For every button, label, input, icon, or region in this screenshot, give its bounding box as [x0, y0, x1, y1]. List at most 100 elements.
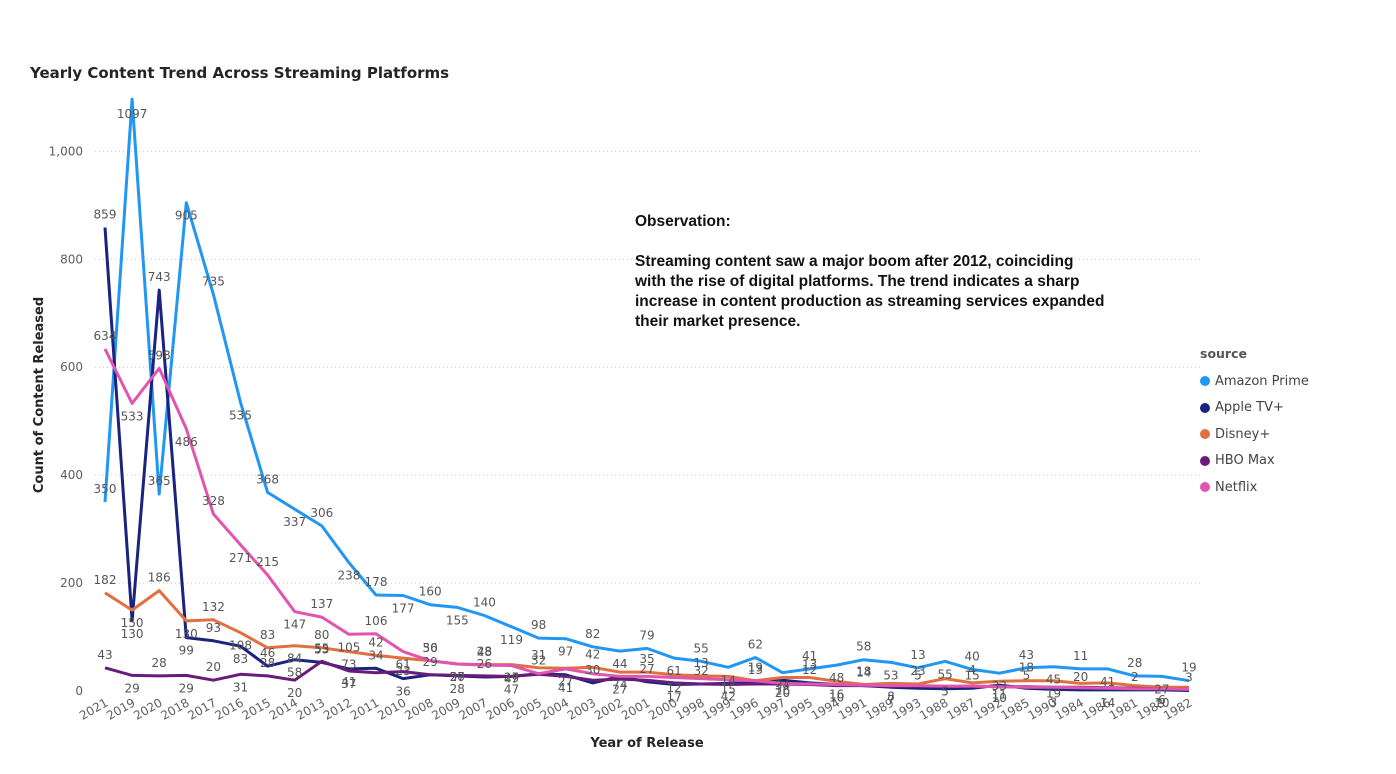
data-label: 6: [1158, 693, 1166, 707]
data-label: 34: [368, 648, 383, 662]
data-label: 53: [314, 642, 329, 656]
data-label: 36: [395, 685, 410, 699]
y-tick-label: 1,000: [49, 144, 83, 158]
series-line-disney[interactable]: [104, 589, 1189, 689]
data-label: 130: [121, 627, 144, 641]
data-label: 4: [968, 663, 976, 677]
data-label: 80: [314, 628, 329, 642]
y-tick-label: 0: [75, 684, 83, 698]
data-label: 27: [639, 662, 654, 676]
y-axis-label: Count of Content Released: [32, 297, 47, 493]
data-label: 42: [585, 647, 600, 661]
data-label: 14: [856, 666, 871, 680]
data-label: 32: [531, 654, 546, 668]
data-label: 14: [721, 673, 736, 687]
data-label: 17: [666, 691, 681, 705]
data-label: 27: [450, 670, 465, 684]
data-label: 11: [1073, 649, 1088, 663]
data-label: 5: [941, 685, 949, 699]
data-label: 34: [775, 679, 790, 693]
legend-label: Netflix: [1215, 479, 1258, 495]
legend-item-disney[interactable]: Disney+: [1200, 421, 1309, 448]
data-label: 14: [1100, 696, 1115, 710]
data-label: 328: [202, 494, 225, 508]
data-label: 40: [965, 649, 980, 663]
data-label: 19: [1046, 687, 1061, 701]
data-label: 29: [423, 655, 438, 669]
data-label: 271: [229, 551, 252, 565]
data-label: 7: [887, 693, 895, 707]
data-label: 16: [829, 687, 844, 701]
data-label: 28: [260, 656, 275, 670]
data-label: 13: [910, 648, 925, 662]
data-label: 132: [202, 600, 225, 614]
data-label: 23: [395, 664, 410, 678]
data-label: 28: [477, 645, 492, 659]
data-label: 99: [179, 644, 194, 658]
data-label: 61: [395, 658, 410, 672]
data-label: 53: [883, 668, 898, 682]
data-label: 238: [337, 569, 360, 583]
data-label: 41: [1100, 675, 1115, 689]
legend-swatch: [1200, 455, 1210, 466]
legend-item-netflix[interactable]: Netflix: [1200, 474, 1309, 501]
legend-swatch: [1200, 376, 1210, 387]
legend-label: HBO Max: [1215, 453, 1275, 469]
series-line-amazon-prime[interactable]: [103, 97, 1190, 683]
legend-label: Apple TV+: [1215, 400, 1284, 416]
observation-text: Streaming content saw a major boom after…: [635, 253, 1105, 330]
data-label: 368: [256, 472, 279, 486]
data-label: 137: [310, 597, 333, 611]
data-label: 13: [802, 658, 817, 672]
data-label: 73: [341, 658, 356, 672]
data-label: 535: [229, 408, 252, 422]
data-label: 15: [721, 682, 736, 696]
data-label: 29: [124, 681, 139, 695]
legend-title: source: [1200, 346, 1247, 361]
legend-swatch: [1200, 429, 1210, 440]
data-label: 58: [856, 640, 871, 654]
data-label: 48: [829, 671, 844, 685]
data-label: 31: [233, 680, 248, 694]
series-line-netflix[interactable]: [103, 348, 1190, 691]
data-label: 10: [829, 691, 844, 705]
data-label: 28: [450, 682, 465, 696]
data-label: 42: [368, 635, 383, 649]
y-axis-ticks: 0 200 400 600 800 1,000: [49, 144, 83, 698]
data-label: 106: [365, 614, 388, 628]
data-label: 350: [94, 482, 117, 496]
data-label: 119: [500, 633, 523, 647]
data-label: 743: [148, 270, 171, 284]
data-label: 634: [94, 329, 117, 343]
legend-item-hbo-max[interactable]: HBO Max: [1200, 448, 1309, 475]
data-label: 215: [256, 555, 279, 569]
data-label: 108: [229, 639, 252, 653]
data-label: 10: [992, 691, 1007, 705]
data-label: 19: [1181, 661, 1196, 675]
data-label: 186: [148, 571, 171, 585]
data-label: 155: [446, 613, 469, 627]
data-label: 29: [179, 681, 194, 695]
data-label: 49: [504, 672, 519, 686]
y-tick-label: 800: [60, 252, 83, 266]
data-label: 27: [558, 674, 573, 688]
data-label: 31: [531, 648, 546, 662]
legend-item-amazon-prime[interactable]: Amazon Prime: [1200, 368, 1309, 395]
data-label: 45: [1046, 673, 1061, 687]
data-label: 46: [260, 646, 275, 660]
data-label: 105: [337, 640, 360, 654]
data-label: 16: [775, 684, 790, 698]
data-label: 58: [287, 666, 302, 680]
data-label: 27: [1154, 682, 1169, 696]
data-label: 33: [992, 679, 1007, 693]
data-label: 27: [504, 671, 519, 685]
data-label: 147: [283, 618, 306, 632]
data-label: 26: [477, 657, 492, 671]
data-label: 306: [310, 506, 333, 520]
data-label: 83: [260, 628, 275, 642]
data-label: 41: [341, 675, 356, 689]
data-label: 74: [612, 678, 627, 692]
legend-item-apple-tv[interactable]: Apple TV+: [1200, 395, 1309, 422]
data-label: 12: [666, 681, 681, 695]
